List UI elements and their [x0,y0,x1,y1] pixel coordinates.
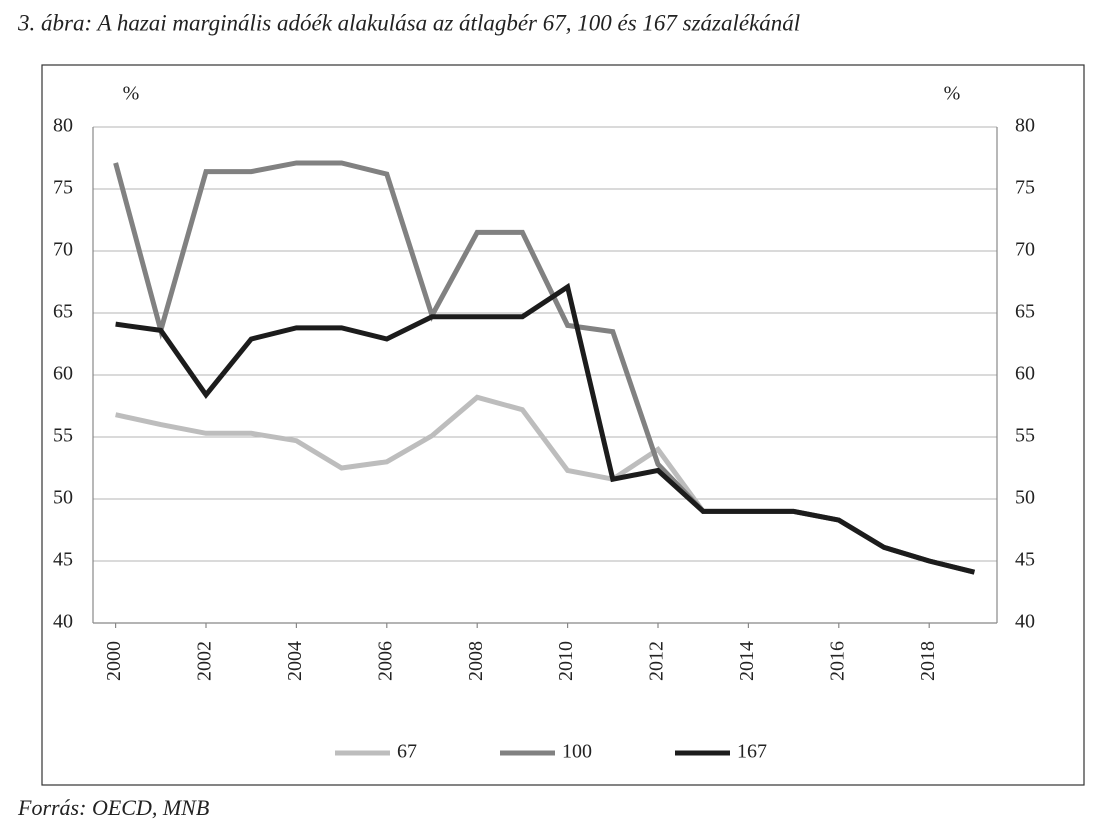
series-line [115,394,975,575]
y-tick-label: 75 [53,177,73,199]
x-tick-label: 2002 [194,641,216,681]
x-tick-label: 2016 [826,641,848,681]
x-tick-label: 2006 [374,641,396,681]
y-tick-label: 70 [53,239,73,261]
y2-tick-label: 40 [1015,611,1035,633]
y2-tick-label: 60 [1015,363,1035,385]
y-tick-label: 40 [53,611,73,633]
series-line [115,282,975,575]
frame [41,64,1085,786]
source-note: Forrás: OECD, MNB [17,795,209,820]
y2-tick-label: 75 [1015,177,1035,199]
x-tick-label: 2010 [555,641,577,681]
y-tick-label: 50 [53,487,73,509]
y2-tick-label: 65 [1015,301,1035,323]
series-line [113,160,975,575]
y-axis-label: % [123,83,140,105]
y-tick-label: 65 [53,301,73,323]
x-tick-label: 2004 [284,641,306,681]
y-tick-label: 45 [53,549,73,571]
x-tick-label: 2018 [917,641,939,681]
y2-axis-label: % [944,83,961,105]
legend-label: 67 [397,741,417,763]
y-tick-label: 55 [53,425,73,447]
chart-title: 3. ábra: A hazai marginális adóék alakul… [17,10,800,35]
y-tick-label: 80 [53,115,73,137]
y2-tick-label: 70 [1015,239,1035,261]
y-tick-label: 60 [53,363,73,385]
y2-tick-label: 55 [1015,425,1035,447]
x-tick-label: 2008 [465,641,487,681]
y2-tick-label: 45 [1015,549,1035,571]
y2-tick-label: 80 [1015,115,1035,137]
y2-tick-label: 50 [1015,487,1035,509]
legend-label: 167 [737,741,767,763]
x-tick-label: 2012 [646,641,668,681]
x-tick-label: 2014 [736,641,758,681]
x-tick-label: 2000 [103,641,125,681]
legend-label: 100 [562,741,592,763]
